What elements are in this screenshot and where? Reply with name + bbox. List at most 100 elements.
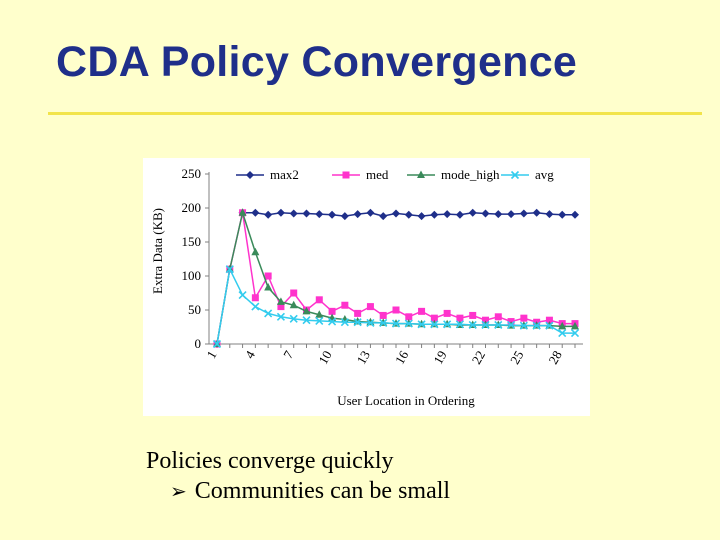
data-point-med <box>405 313 413 321</box>
data-point-max2 <box>481 209 490 218</box>
data-point-max2 <box>545 210 554 219</box>
data-point-max2 <box>532 208 541 217</box>
data-point-med <box>277 303 285 311</box>
data-point-med <box>520 314 528 322</box>
sub-bullet-item: ➢ Communities can be small <box>146 476 450 507</box>
data-point-avg <box>289 314 298 323</box>
data-point-mode-high <box>571 321 579 330</box>
data-point-max2 <box>328 210 337 219</box>
y-tick-label: 250 <box>182 166 202 181</box>
data-point-avg <box>468 320 477 330</box>
line-chart: 0 50 100 150 200 250 1 4 7 10 13 16 19 22 25 28 User Loc… <box>150 166 583 408</box>
legend-label: med <box>366 167 389 182</box>
data-point-avg <box>238 290 247 300</box>
legend-label: avg <box>535 167 554 182</box>
data-point-max2 <box>315 210 324 219</box>
bullet-item: Policies converge quickly <box>146 448 394 474</box>
data-point-mode-high <box>315 310 324 318</box>
data-point-max2 <box>455 210 464 219</box>
data-point-avg <box>353 318 362 327</box>
y-tick-label: 0 <box>195 336 202 351</box>
data-point-avg <box>558 329 567 338</box>
x-tick-label: 28 <box>545 348 564 367</box>
slide-title: CDA Policy Convergence <box>56 38 578 86</box>
data-point-avg <box>404 319 413 328</box>
data-point-avg <box>507 320 516 330</box>
data-point-med <box>379 311 387 319</box>
data-point-med <box>366 303 374 311</box>
chart-panel: 0 50 100 150 200 250 1 4 7 10 13 16 19 22 25 28 User Loc… <box>143 158 590 416</box>
data-point-max2 <box>417 212 426 221</box>
data-point-med <box>264 272 272 280</box>
data-point-avg <box>212 339 222 349</box>
data-point-max2 <box>289 209 298 218</box>
legend-marker-avg <box>510 170 520 180</box>
data-point-avg <box>391 319 401 328</box>
data-point-avg <box>379 318 388 327</box>
data-point-max2 <box>276 208 285 217</box>
data-point-max2 <box>302 209 311 218</box>
data-point-med <box>341 301 349 309</box>
x-axis-title: User Location in Ordering <box>337 393 475 408</box>
x-tick-label: 10 <box>315 348 334 367</box>
data-point-med <box>418 307 426 315</box>
x-tick-label: 1 <box>203 348 219 361</box>
x-tick-label: 22 <box>469 348 488 367</box>
data-point-med <box>251 294 259 302</box>
data-point-max2 <box>443 210 452 219</box>
y-tick-label: 200 <box>182 200 202 215</box>
x-tick-label: 19 <box>430 348 449 367</box>
data-point-mode-high <box>276 297 285 305</box>
data-point-avg <box>251 302 260 311</box>
data-point-med <box>456 314 464 322</box>
data-point-max2 <box>558 210 567 219</box>
data-point-max2 <box>494 210 503 219</box>
data-point-max2 <box>507 210 516 219</box>
data-point-avg <box>532 321 541 330</box>
data-point-max2 <box>519 209 528 218</box>
data-point-avg <box>417 320 426 329</box>
data-point-max2 <box>404 210 413 219</box>
data-point-max2 <box>430 210 439 219</box>
data-point-mode-high <box>251 247 260 256</box>
data-point-avg <box>430 320 439 329</box>
data-point-max2 <box>251 208 260 217</box>
data-point-avg <box>225 265 234 274</box>
data-point-med <box>482 316 489 324</box>
data-point-avg <box>340 318 349 327</box>
data-point-max2 <box>379 212 388 221</box>
x-tick-label: 7 <box>280 348 296 362</box>
data-point-avg <box>545 321 554 330</box>
data-point-max2 <box>264 210 273 219</box>
bullet-list: Policies converge quickly ➢ Communities c… <box>146 446 450 507</box>
data-point-med <box>443 309 451 317</box>
data-point-avg <box>570 329 580 338</box>
y-tick-label: 150 <box>182 234 202 249</box>
data-point-max2 <box>340 212 349 221</box>
data-point-med <box>494 313 502 321</box>
data-point-avg <box>328 317 337 326</box>
data-point-avg <box>455 320 464 329</box>
data-point-med <box>290 289 298 297</box>
data-point-med <box>392 306 400 314</box>
data-point-med <box>469 311 477 319</box>
title-divider <box>48 112 702 115</box>
y-tick-label: 50 <box>188 302 201 317</box>
data-point-avg <box>302 316 311 325</box>
data-point-avg <box>494 320 503 330</box>
data-point-max2 <box>468 208 477 217</box>
data-point-med <box>328 307 336 315</box>
data-point-avg <box>481 320 490 330</box>
legend-label: mode_high <box>441 167 500 182</box>
legend-marker-mode-high <box>417 170 425 178</box>
legend-marker-max2 <box>246 171 254 179</box>
data-point-avg <box>366 318 375 327</box>
data-point-med <box>315 296 323 304</box>
x-tick-label: 4 <box>242 348 258 362</box>
data-point-max2 <box>366 208 375 217</box>
data-point-med <box>545 316 553 324</box>
data-point-max2 <box>392 209 400 218</box>
data-point-mode-high <box>264 283 273 291</box>
x-tick-label: 13 <box>354 348 373 367</box>
legend-label: max2 <box>270 167 299 182</box>
